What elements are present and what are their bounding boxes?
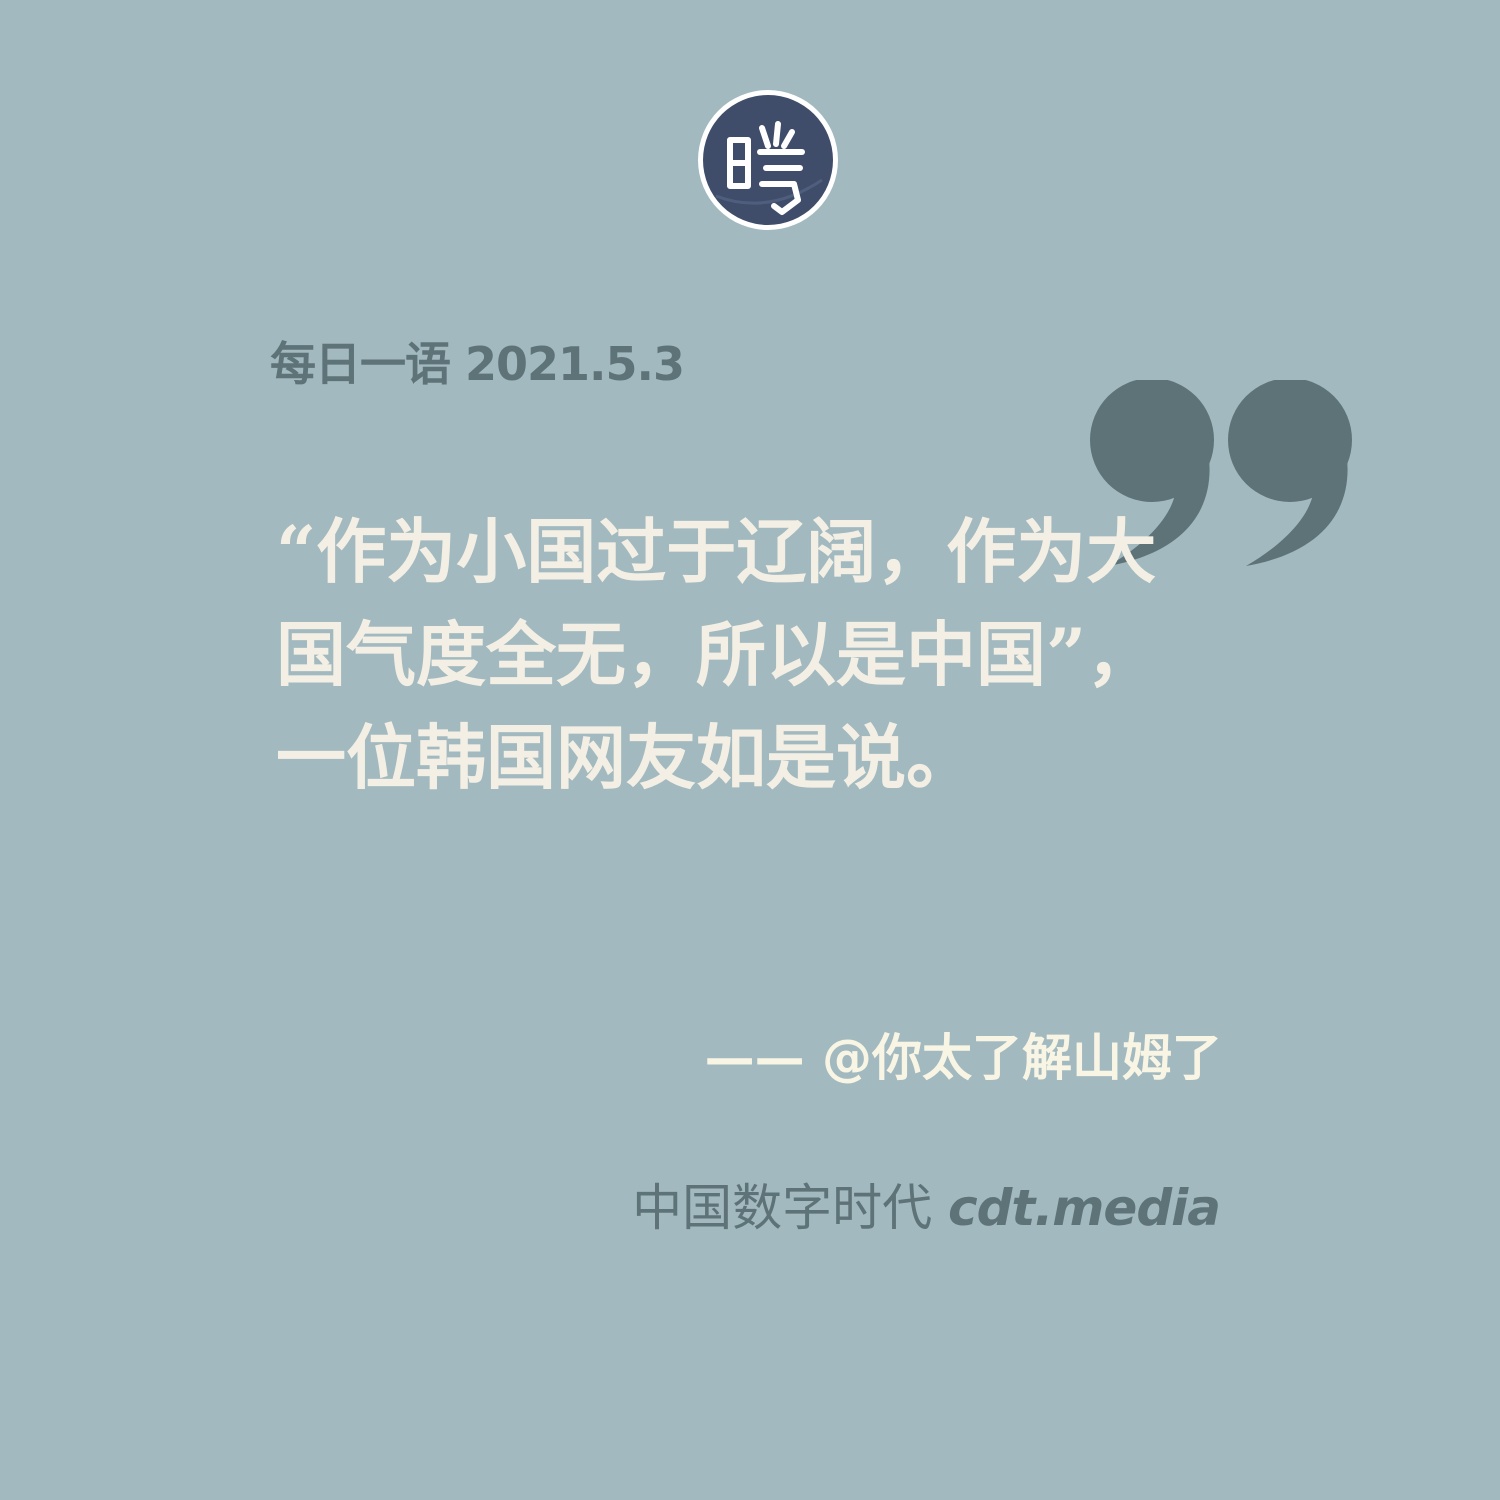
- seal-icon: [698, 90, 838, 230]
- date-heading: 每日一语 2021.5.3: [270, 337, 685, 391]
- quote-text: “作为小国过于辽阔，作为大 国气度全无，所以是中国”， 一位韩国网友如是说。: [276, 500, 1236, 809]
- brand-domain: cdt.media: [947, 1179, 1221, 1237]
- footer-brand: 中国数字时代 cdt.media: [632, 1168, 1221, 1240]
- cdt-seal-logo: [696, 88, 840, 232]
- quote-line-3: 一位韩国网友如是说。: [276, 716, 976, 799]
- quote-line-2: 国气度全无，所以是中国”，: [276, 613, 1157, 696]
- brand-name-cn: 中国数字时代: [632, 1179, 933, 1237]
- quote-line-1: “作为小国过于辽阔，作为大: [276, 510, 1157, 593]
- closing-quote-mark-icon: [1080, 380, 1360, 580]
- quote-attribution: —— @你太了解山姆了: [704, 1029, 1222, 1087]
